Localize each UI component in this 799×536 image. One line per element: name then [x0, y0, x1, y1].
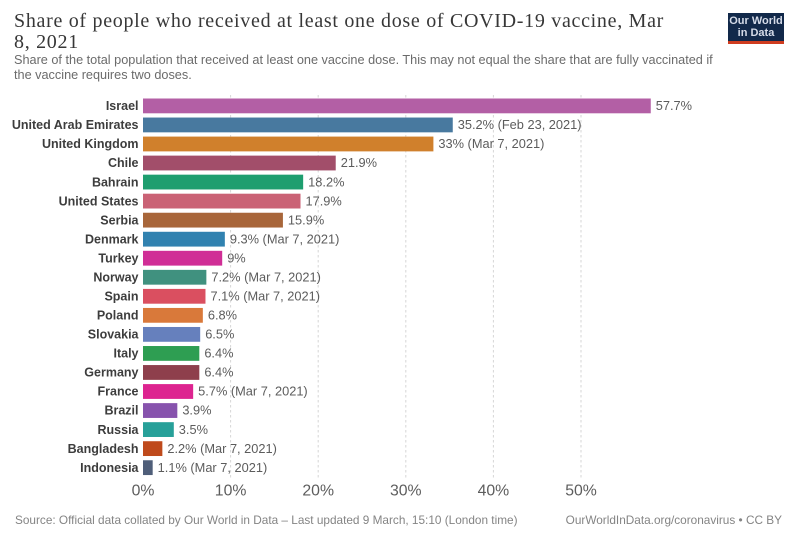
svg-text:Brazil: Brazil: [104, 404, 138, 418]
svg-text:57.7%: 57.7%: [656, 98, 692, 113]
svg-text:33% (Mar 7, 2021): 33% (Mar 7, 2021): [438, 136, 544, 151]
svg-text:10%: 10%: [215, 483, 247, 500]
svg-text:20%: 20%: [302, 483, 334, 500]
svg-text:6.4%: 6.4%: [204, 346, 233, 361]
svg-text:Italy: Italy: [113, 347, 138, 361]
svg-text:France: France: [98, 385, 139, 399]
svg-text:18.2%: 18.2%: [308, 174, 344, 189]
svg-text:Slovakia: Slovakia: [88, 328, 140, 342]
svg-text:Serbia: Serbia: [100, 213, 139, 227]
svg-text:7.2% (Mar 7, 2021): 7.2% (Mar 7, 2021): [211, 269, 321, 284]
svg-text:Bangladesh: Bangladesh: [68, 442, 139, 456]
svg-text:6.8%: 6.8%: [208, 308, 237, 323]
svg-text:Germany: Germany: [84, 366, 138, 380]
svg-text:Russia: Russia: [98, 423, 140, 437]
svg-text:9.3% (Mar 7, 2021): 9.3% (Mar 7, 2021): [230, 231, 340, 246]
svg-text:Denmark: Denmark: [85, 232, 139, 246]
svg-text:United States: United States: [59, 194, 139, 208]
svg-text:1.1% (Mar 7, 2021): 1.1% (Mar 7, 2021): [158, 460, 268, 475]
svg-text:Turkey: Turkey: [98, 251, 138, 265]
svg-text:United Arab Emirates: United Arab Emirates: [12, 118, 139, 132]
svg-text:40%: 40%: [478, 483, 510, 500]
svg-text:15.9%: 15.9%: [288, 212, 324, 227]
svg-text:Indonesia: Indonesia: [80, 461, 139, 475]
svg-text:21.9%: 21.9%: [341, 155, 377, 170]
svg-text:Bahrain: Bahrain: [92, 175, 139, 189]
svg-text:30%: 30%: [390, 483, 422, 500]
svg-text:3.5%: 3.5%: [179, 422, 208, 437]
svg-text:0%: 0%: [132, 483, 155, 500]
svg-text:Chile: Chile: [108, 156, 139, 170]
svg-text:6.4%: 6.4%: [204, 365, 233, 380]
svg-text:Poland: Poland: [97, 309, 139, 323]
svg-text:Spain: Spain: [104, 290, 138, 304]
svg-text:35.2% (Feb 23, 2021): 35.2% (Feb 23, 2021): [458, 117, 582, 132]
svg-text:Norway: Norway: [93, 270, 138, 284]
svg-text:3.9%: 3.9%: [182, 403, 211, 418]
svg-text:Israel: Israel: [106, 99, 139, 113]
svg-text:6.5%: 6.5%: [205, 327, 234, 342]
svg-text:United Kingdom: United Kingdom: [42, 137, 139, 151]
svg-text:7.1% (Mar 7, 2021): 7.1% (Mar 7, 2021): [210, 289, 320, 304]
svg-text:17.9%: 17.9%: [306, 193, 342, 208]
svg-text:50%: 50%: [565, 483, 597, 500]
svg-text:9%: 9%: [227, 250, 246, 265]
svg-text:5.7% (Mar 7, 2021): 5.7% (Mar 7, 2021): [198, 384, 308, 399]
svg-text:2.2% (Mar 7, 2021): 2.2% (Mar 7, 2021): [167, 441, 277, 456]
